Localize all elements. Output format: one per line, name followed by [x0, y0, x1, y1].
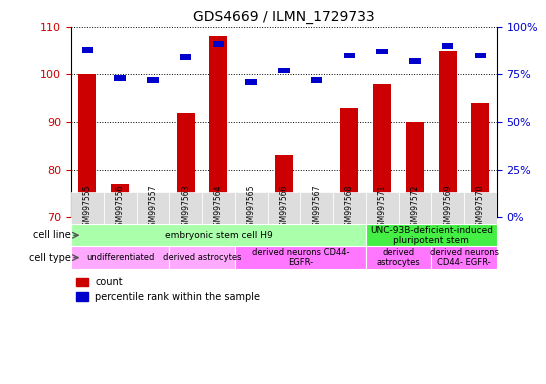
Bar — [147, 77, 158, 83]
Bar — [180, 55, 191, 60]
Bar — [410, 58, 420, 64]
Text: UNC-93B-deficient-induced
pluripotent stem: UNC-93B-deficient-induced pluripotent st… — [370, 225, 493, 245]
Bar — [246, 79, 257, 85]
Text: GSM997566: GSM997566 — [280, 185, 288, 231]
Text: GSM997572: GSM997572 — [411, 185, 419, 231]
Title: GDS4669 / ILMN_1729733: GDS4669 / ILMN_1729733 — [193, 10, 375, 25]
Bar — [333, 192, 366, 224]
Legend: count, percentile rank within the sample: count, percentile rank within the sample — [76, 277, 260, 302]
Bar — [210, 36, 227, 217]
Bar — [300, 192, 333, 224]
Text: cell type: cell type — [29, 253, 71, 263]
Text: GSM997565: GSM997565 — [247, 185, 256, 231]
Bar — [71, 192, 104, 224]
Bar — [373, 84, 391, 217]
Bar — [202, 192, 235, 224]
Text: GSM997567: GSM997567 — [312, 185, 321, 231]
Bar — [71, 224, 366, 247]
Text: GSM997570: GSM997570 — [476, 185, 485, 231]
Text: GSM997555: GSM997555 — [83, 185, 92, 231]
Bar — [213, 41, 224, 47]
Bar — [235, 192, 268, 224]
Text: GSM997564: GSM997564 — [214, 185, 223, 231]
Bar — [341, 108, 358, 217]
Bar — [104, 192, 136, 224]
Bar — [377, 49, 388, 55]
Text: derived astrocytes: derived astrocytes — [163, 253, 241, 262]
Text: GSM997563: GSM997563 — [181, 185, 190, 231]
Text: GSM997571: GSM997571 — [378, 185, 387, 231]
Bar — [79, 74, 96, 217]
Text: derived neurons
CD44- EGFR-: derived neurons CD44- EGFR- — [430, 248, 498, 267]
Text: GSM997557: GSM997557 — [149, 185, 157, 231]
Bar — [399, 192, 431, 224]
Text: derived neurons CD44-
EGFR-: derived neurons CD44- EGFR- — [252, 248, 349, 267]
Bar — [169, 192, 202, 224]
Bar — [311, 77, 322, 83]
Bar — [136, 192, 169, 224]
Bar — [111, 184, 129, 217]
Text: cell line: cell line — [33, 230, 71, 240]
Bar — [431, 192, 464, 224]
Bar — [169, 247, 235, 269]
Bar — [438, 51, 456, 217]
Text: GSM997568: GSM997568 — [345, 185, 354, 231]
Text: GSM997556: GSM997556 — [116, 185, 124, 231]
Bar — [474, 53, 486, 58]
Bar — [82, 47, 93, 53]
Bar — [431, 247, 497, 269]
Bar — [275, 155, 293, 217]
Bar — [366, 192, 399, 224]
Bar — [278, 68, 290, 73]
Bar — [366, 247, 431, 269]
Bar — [177, 113, 194, 217]
Bar — [235, 247, 366, 269]
Bar — [268, 192, 300, 224]
Text: derived
astrocytes: derived astrocytes — [377, 248, 420, 267]
Text: GSM997569: GSM997569 — [443, 185, 452, 231]
Text: undifferentiated: undifferentiated — [86, 253, 155, 262]
Bar — [115, 75, 126, 81]
Bar — [144, 194, 162, 217]
Bar — [472, 103, 490, 217]
Bar — [442, 43, 453, 49]
Bar — [406, 122, 424, 217]
Text: embryonic stem cell H9: embryonic stem cell H9 — [164, 231, 272, 240]
Bar — [344, 53, 355, 58]
Bar — [366, 224, 497, 247]
Bar — [71, 247, 169, 269]
Bar — [464, 192, 497, 224]
Bar — [308, 198, 325, 217]
